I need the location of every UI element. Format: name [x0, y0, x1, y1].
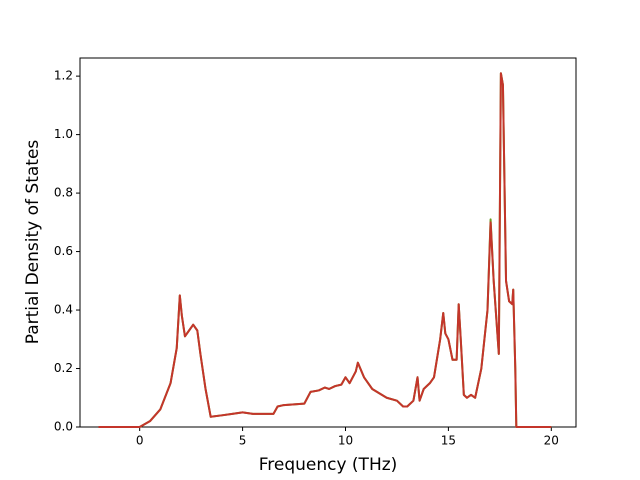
y-axis-label: Partial Density of States — [23, 140, 43, 345]
y-tick-label: 0.2 — [54, 361, 73, 375]
y-tick-label: 1.0 — [54, 127, 73, 141]
y-tick-label: 0.4 — [54, 303, 73, 317]
x-tick-label: 5 — [239, 434, 247, 448]
y-tick-label: 0.8 — [54, 186, 73, 200]
y-tick-label: 0.0 — [54, 420, 73, 434]
x-axis-label: Frequency (THz) — [259, 455, 398, 475]
plot-frame — [79, 57, 577, 428]
x-tick-label: 10 — [338, 434, 353, 448]
data-line — [98, 72, 552, 428]
x-tick-label: 20 — [544, 434, 559, 448]
x-tick-label: 15 — [441, 434, 456, 448]
x-tick-label: 0 — [136, 434, 144, 448]
y-tick-label: 0.6 — [54, 244, 73, 258]
y-tick-label: 1.2 — [54, 69, 73, 83]
data-line — [98, 72, 552, 428]
